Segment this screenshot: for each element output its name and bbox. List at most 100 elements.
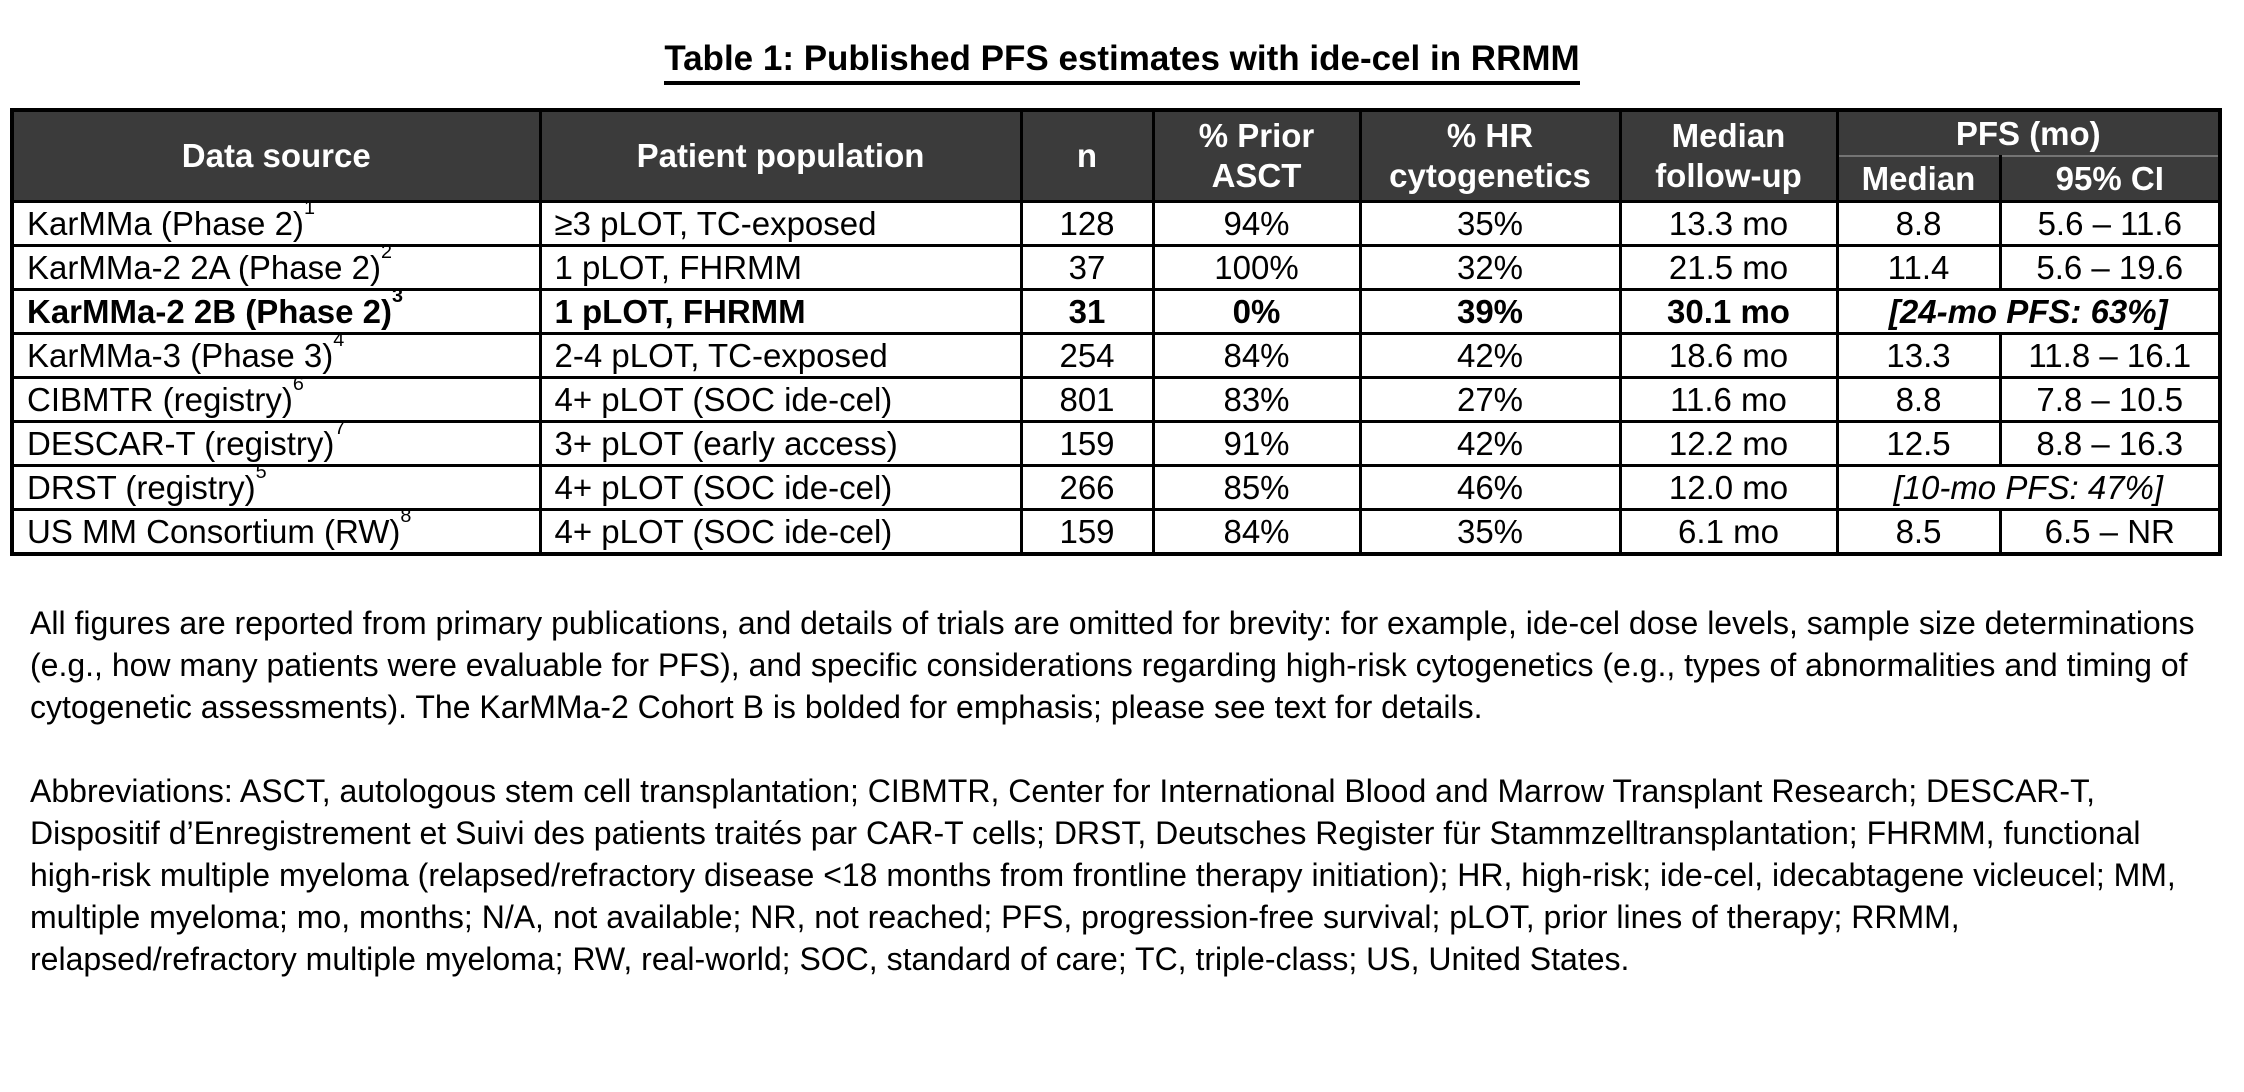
table-row-karmma: KarMMa (Phase 2)1 ≥3 pLOT, TC-exposed 12… [10,200,2222,247]
cell-data-source: KarMMa-3 (Phase 3)4 [10,332,542,379]
cell-patient-population: 3+ pLOT (early access) [538,420,1023,467]
header-patient-population: Patient population [538,108,1023,203]
data-source-text: DRST (registry) [27,468,256,506]
cell-pfs-ci: 5.6 – 19.6 [1998,244,2222,291]
cell-pfs-median: 12.5 [1835,420,2002,467]
header-data-source: Data source [10,108,542,203]
data-source-text: CIBMTR (registry) [27,380,293,418]
cell-pfs-ci: 11.8 – 16.1 [1998,332,2222,379]
cell-prior-asct: 85% [1151,464,1362,511]
table-row-karmma2-2b-bold: KarMMa-2 2B (Phase 2)3 1 pLOT, FHRMM 31 … [10,288,2222,335]
cell-data-source: DESCAR-T (registry)7 [10,420,542,467]
footnotes: All figures are reported from primary pu… [30,602,2216,980]
note-general: All figures are reported from primary pu… [30,605,2195,725]
cell-n: 254 [1019,332,1155,379]
footnote-ref: 7 [334,421,346,439]
page-title: Table 1: Published PFS estimates with id… [0,38,2244,85]
cell-hr-cytogenetics: 42% [1358,420,1622,467]
cell-patient-population: ≥3 pLOT, TC-exposed [538,200,1023,247]
header-pfs-ci: 95% CI [1998,155,2222,203]
cell-pfs-median: 8.8 [1835,200,2002,247]
cell-data-source: CIBMTR (registry)6 [10,376,542,423]
cell-n: 159 [1019,508,1155,556]
cell-median-followup: 21.5 mo [1618,244,1839,291]
table-title-text: Table 1: Published PFS estimates with id… [664,39,1580,85]
table-header: Data source Patient population n % Prior… [10,108,2222,203]
cell-median-followup: 13.3 mo [1618,200,1839,247]
table-row-karmma2-2a: KarMMa-2 2A (Phase 2)2 1 pLOT, FHRMM 37 … [10,244,2222,291]
cell-hr-cytogenetics: 46% [1358,464,1622,511]
cell-patient-population: 4+ pLOT (SOC ide-cel) [538,376,1023,423]
cell-median-followup: 12.2 mo [1618,420,1839,467]
header-pfs-median: Median [1835,155,2002,203]
footnote-ref: 1 [303,201,315,219]
cell-pfs-median: 13.3 [1835,332,2002,379]
cell-median-followup: 11.6 mo [1618,376,1839,423]
cell-pfs-ci: 6.5 – NR [1998,508,2222,556]
cell-hr-cytogenetics: 35% [1358,508,1622,556]
cell-prior-asct: 84% [1151,508,1362,556]
cell-hr-cytogenetics: 42% [1358,332,1622,379]
data-source-text: KarMMa-2 2B (Phase 2) [27,292,392,330]
cell-n: 266 [1019,464,1155,511]
cell-n: 159 [1019,420,1155,467]
cell-median-followup: 30.1 mo [1618,288,1839,335]
header-pfs-group: PFS (mo) [1835,108,2222,157]
cell-median-followup: 6.1 mo [1618,508,1839,556]
cell-pfs-median: 8.5 [1835,508,2002,556]
cell-prior-asct: 100% [1151,244,1362,291]
cell-pfs-median: 8.8 [1835,376,2002,423]
cell-n: 128 [1019,200,1155,247]
footnote-ref: 6 [292,377,304,395]
header-row-main: Data source Patient population n % Prior… [10,108,2222,203]
table-row-descart: DESCAR-T (registry)7 3+ pLOT (early acce… [10,420,2222,467]
table-row-usmm: US MM Consortium (RW)8 4+ pLOT (SOC ide-… [10,508,2222,556]
data-source-text: KarMMa (Phase 2) [27,204,304,242]
cell-n: 801 [1019,376,1155,423]
header-median-followup: Median follow-up [1618,108,1839,203]
cell-prior-asct: 91% [1151,420,1362,467]
data-source-text: DESCAR-T (registry) [27,424,335,462]
cell-pfs-note: [10-mo PFS: 47%] [1835,464,2222,511]
cell-hr-cytogenetics: 32% [1358,244,1622,291]
cell-data-source: KarMMa (Phase 2)1 [10,200,542,247]
cell-prior-asct: 83% [1151,376,1362,423]
table-row-drst: DRST (registry)5 4+ pLOT (SOC ide-cel) 2… [10,464,2222,511]
cell-pfs-ci: 5.6 – 11.6 [1998,200,2222,247]
table-row-karmma3: KarMMa-3 (Phase 3)4 2-4 pLOT, TC-exposed… [10,332,2222,379]
data-source-text: US MM Consortium (RW) [27,512,401,550]
table-row-cibmtr: CIBMTR (registry)6 4+ pLOT (SOC ide-cel)… [10,376,2222,423]
footnote-ref: 8 [400,509,412,527]
header-row-sub: Median 95% CI [12,155,2222,203]
footnote-ref: 5 [255,465,267,483]
cell-median-followup: 18.6 mo [1618,332,1839,379]
cell-pfs-median: 11.4 [1835,244,2002,291]
cell-hr-cytogenetics: 27% [1358,376,1622,423]
footnote-ref: 4 [333,333,345,351]
cell-pfs-ci: 8.8 – 16.3 [1998,420,2222,467]
cell-data-source: US MM Consortium (RW)8 [10,508,542,556]
cell-prior-asct: 0% [1151,288,1362,335]
cell-data-source: DRST (registry)5 [10,464,542,511]
cell-hr-cytogenetics: 39% [1358,288,1622,335]
note-abbreviations: Abbreviations: ASCT, autologous stem cel… [30,773,2176,977]
cell-patient-population: 4+ pLOT (SOC ide-cel) [538,464,1023,511]
cell-hr-cytogenetics: 35% [1358,200,1622,247]
cell-data-source: KarMMa-2 2B (Phase 2)3 [10,288,542,335]
pfs-table: Data source Patient population n % Prior… [10,108,2223,556]
header-hr-cytogenetics: % HR cytogenetics [1358,108,1622,203]
header-n: n [1019,108,1155,203]
footnote-ref: 3 [391,289,403,307]
cell-median-followup: 12.0 mo [1618,464,1839,511]
cell-prior-asct: 94% [1151,200,1362,247]
cell-pfs-ci: 7.8 – 10.5 [1998,376,2222,423]
cell-n: 37 [1019,244,1155,291]
footnote-ref: 2 [380,245,392,263]
cell-patient-population: 4+ pLOT (SOC ide-cel) [538,508,1023,556]
cell-patient-population: 1 pLOT, FHRMM [538,244,1023,291]
cell-patient-population: 1 pLOT, FHRMM [538,288,1023,335]
cell-pfs-note: [24-mo PFS: 63%] [1835,288,2222,335]
header-prior-asct: % Prior ASCT [1151,108,1362,203]
data-source-text: KarMMa-3 (Phase 3) [27,336,334,374]
